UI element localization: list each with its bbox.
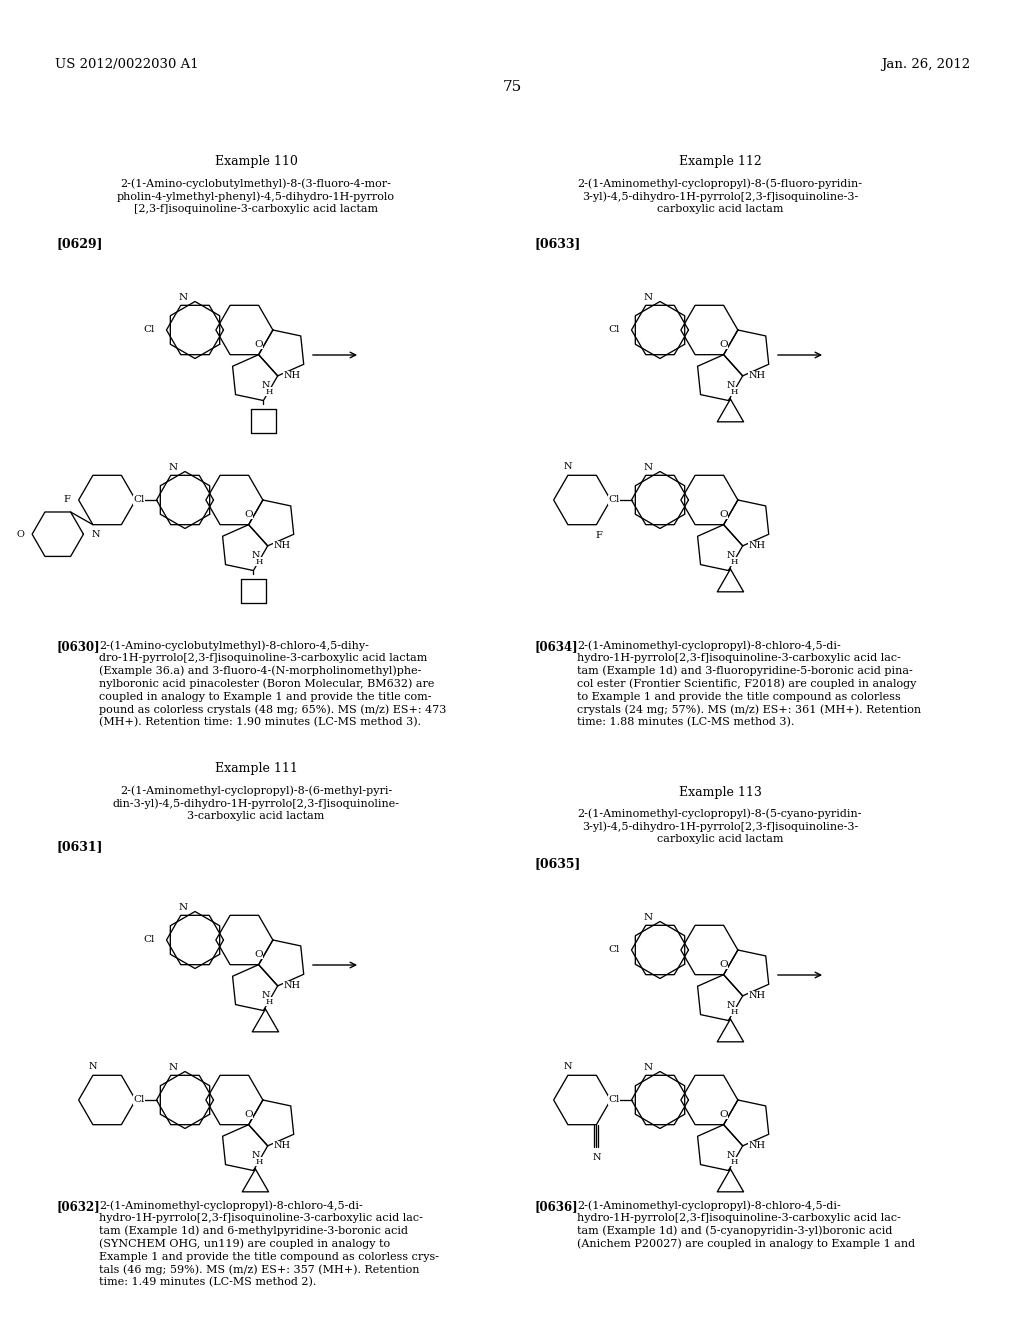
Text: N: N [563, 462, 572, 471]
Text: NH: NH [284, 371, 301, 380]
Text: 2-(1-Aminomethyl-cyclopropyl)-8-(6-methyl-pyri-
din-3-yl)-4,5-dihydro-1H-pyrrolo: 2-(1-Aminomethyl-cyclopropyl)-8-(6-methy… [113, 785, 399, 821]
Text: O: O [254, 949, 263, 958]
Text: [0632]: [0632] [57, 1200, 100, 1213]
Text: H: H [730, 558, 737, 566]
Text: [0630]: [0630] [57, 640, 100, 653]
Text: N: N [91, 529, 100, 539]
Text: Example 111: Example 111 [215, 762, 297, 775]
Text: N: N [592, 1152, 601, 1162]
Text: O: O [245, 510, 253, 519]
Text: N: N [563, 1063, 572, 1072]
Text: 2-(1-Aminomethyl-cyclopropyl)-8-chloro-4,5-di-
hydro-1H-pyrrolo[2,3-f]isoquinoli: 2-(1-Aminomethyl-cyclopropyl)-8-chloro-4… [577, 1200, 915, 1249]
Text: NH: NH [749, 541, 766, 550]
Text: Cl: Cl [608, 495, 620, 504]
Text: N: N [251, 1151, 260, 1160]
Text: NH: NH [749, 991, 766, 1001]
Text: [0631]: [0631] [57, 840, 103, 853]
Text: N: N [261, 381, 269, 389]
Text: N: N [178, 293, 187, 302]
Text: 2-(1-Aminomethyl-cyclopropyl)-8-(5-fluoro-pyridin-
3-yl)-4,5-dihydro-1H-pyrrolo[: 2-(1-Aminomethyl-cyclopropyl)-8-(5-fluor… [578, 178, 862, 214]
Text: N: N [643, 913, 652, 923]
Text: H: H [730, 388, 737, 396]
Text: O: O [719, 1110, 728, 1118]
Text: 2-(1-Amino-cyclobutylmethyl)-8-chloro-4,5-dihy-
dro-1H-pyrrolo[2,3-f]isoquinolin: 2-(1-Amino-cyclobutylmethyl)-8-chloro-4,… [99, 640, 446, 727]
Text: NH: NH [749, 1142, 766, 1150]
Text: [0634]: [0634] [535, 640, 579, 653]
Text: H: H [265, 388, 272, 396]
Text: O: O [719, 960, 728, 969]
Text: [0636]: [0636] [535, 1200, 579, 1213]
Text: N: N [726, 381, 734, 389]
Text: N: N [643, 463, 652, 473]
Text: Example 110: Example 110 [215, 154, 297, 168]
Text: N: N [168, 463, 177, 473]
Text: [0633]: [0633] [535, 238, 582, 249]
Text: 2-(1-Amino-cyclobutylmethyl)-8-(3-fluoro-4-mor-
pholin-4-ylmethyl-phenyl)-4,5-di: 2-(1-Amino-cyclobutylmethyl)-8-(3-fluoro… [117, 178, 395, 214]
Text: O: O [245, 1110, 253, 1118]
Text: [0635]: [0635] [535, 857, 582, 870]
Text: NH: NH [273, 1142, 291, 1150]
Text: 2-(1-Aminomethyl-cyclopropyl)-8-(5-cyano-pyridin-
3-yl)-4,5-dihydro-1H-pyrrolo[2: 2-(1-Aminomethyl-cyclopropyl)-8-(5-cyano… [578, 808, 862, 843]
Text: H: H [265, 998, 272, 1006]
Text: O: O [254, 339, 263, 348]
Text: N: N [726, 1001, 734, 1010]
Text: H: H [255, 1158, 263, 1166]
Text: Cl: Cl [608, 1096, 620, 1105]
Text: N: N [251, 550, 260, 560]
Text: Cl: Cl [133, 1096, 144, 1105]
Text: H: H [255, 558, 263, 566]
Text: O: O [719, 339, 728, 348]
Text: N: N [89, 1063, 97, 1072]
Text: Cl: Cl [608, 945, 620, 954]
Text: Cl: Cl [143, 936, 155, 945]
Text: [0629]: [0629] [57, 238, 103, 249]
Text: N: N [643, 1064, 652, 1072]
Text: O: O [16, 529, 25, 539]
Text: F: F [595, 531, 602, 540]
Text: N: N [178, 903, 187, 912]
Text: Cl: Cl [143, 326, 155, 334]
Text: 2-(1-Aminomethyl-cyclopropyl)-8-chloro-4,5-di-
hydro-1H-pyrrolo[2,3-f]isoquinoli: 2-(1-Aminomethyl-cyclopropyl)-8-chloro-4… [577, 640, 922, 727]
Text: 2-(1-Aminomethyl-cyclopropyl)-8-chloro-4,5-di-
hydro-1H-pyrrolo[2,3-f]isoquinoli: 2-(1-Aminomethyl-cyclopropyl)-8-chloro-4… [99, 1200, 439, 1287]
Text: N: N [726, 1151, 734, 1160]
Text: H: H [730, 1158, 737, 1166]
Text: 75: 75 [503, 81, 521, 94]
Text: Example 112: Example 112 [679, 154, 762, 168]
Text: O: O [719, 510, 728, 519]
Text: Cl: Cl [608, 326, 620, 334]
Text: N: N [643, 293, 652, 302]
Text: Jan. 26, 2012: Jan. 26, 2012 [881, 58, 970, 71]
Text: Cl: Cl [133, 495, 144, 504]
Text: Example 113: Example 113 [679, 785, 762, 799]
Text: N: N [726, 550, 734, 560]
Text: F: F [63, 495, 71, 504]
Text: US 2012/0022030 A1: US 2012/0022030 A1 [55, 58, 199, 71]
Text: NH: NH [273, 541, 291, 550]
Text: NH: NH [749, 371, 766, 380]
Text: N: N [168, 1064, 177, 1072]
Text: H: H [730, 1008, 737, 1016]
Text: NH: NH [284, 981, 301, 990]
Text: N: N [261, 991, 269, 999]
